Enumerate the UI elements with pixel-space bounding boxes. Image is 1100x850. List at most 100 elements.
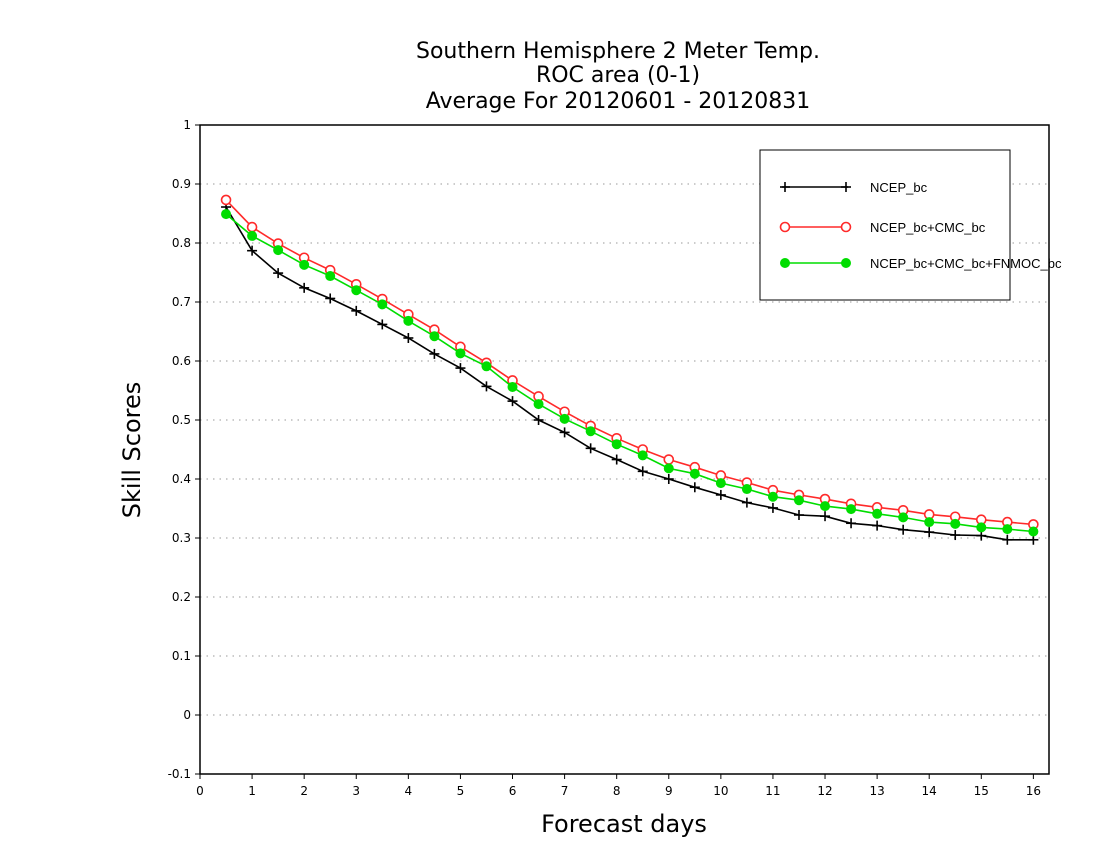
data-point: [976, 522, 987, 533]
data-point: [507, 396, 518, 407]
x-tick-label: 0: [196, 784, 204, 798]
data-point: [689, 468, 700, 479]
data-point: [403, 332, 414, 343]
data-point: [429, 331, 440, 342]
data-point: [611, 454, 622, 465]
x-tick-label: 6: [509, 784, 517, 798]
data-point: [403, 315, 414, 326]
legend-marker: [841, 182, 851, 192]
data-point: [559, 413, 570, 424]
x-tick-label: 14: [922, 784, 937, 798]
x-tick-label: 1: [248, 784, 256, 798]
x-tick-label: 13: [869, 784, 884, 798]
data-point: [246, 221, 258, 233]
y-tick-label: 0.6: [172, 354, 191, 368]
y-tick-label: 0.1: [172, 649, 191, 663]
data-point: [299, 259, 310, 270]
y-axis-label: Skill Scores: [118, 382, 146, 519]
data-point: [481, 361, 492, 372]
data-point: [1028, 526, 1039, 537]
data-point: [663, 454, 675, 465]
data-point: [715, 489, 726, 500]
data-point: [220, 194, 232, 206]
data-point: [898, 512, 909, 523]
x-tick-label: 5: [457, 784, 465, 798]
chart-title-line-2: ROC area (0-1): [536, 63, 700, 88]
data-point: [351, 305, 362, 316]
data-point: [377, 299, 388, 310]
data-point: [481, 381, 492, 392]
data-point: [429, 348, 440, 359]
data-point: [741, 497, 752, 508]
legend-marker: [780, 182, 790, 192]
legend-marker: [780, 258, 790, 268]
axis-ticks: -0.100.10.20.30.40.50.60.70.80.910 1 2 3 4 5 6…: [168, 118, 1041, 798]
data-point: [533, 415, 544, 425]
data-point: [767, 491, 778, 502]
data-point: [533, 399, 544, 410]
data-point: [325, 293, 336, 304]
x-tick-label: 4: [405, 784, 413, 798]
x-tick-label: 3: [352, 784, 360, 798]
x-tick-label: 16: [1026, 784, 1041, 798]
data-point: [559, 427, 570, 438]
data-point: [611, 439, 622, 450]
y-tick-label: 0.9: [172, 177, 191, 191]
data-point: [924, 517, 935, 528]
data-point: [637, 466, 648, 477]
x-tick-label: 8: [613, 784, 621, 798]
legend-item: NCEP_bc: [780, 180, 928, 195]
data-point: [872, 520, 883, 531]
data-point: [377, 319, 388, 330]
data-point: [767, 502, 778, 513]
legend-label: NCEP_bc+CMC_bc: [870, 220, 986, 235]
data-point: [820, 501, 831, 512]
data-point: [351, 285, 362, 296]
legend-item: NCEP_bc+CMC_bc: [779, 220, 986, 235]
data-point: [585, 443, 596, 454]
x-tick-label: 9: [665, 784, 673, 798]
data-point: [221, 209, 232, 220]
chart-title-line-3: Average For 20120601 - 20120831: [426, 89, 811, 114]
y-tick-label: 0.7: [172, 295, 191, 309]
x-tick-label: 10: [713, 784, 728, 798]
legend-marker: [840, 221, 852, 233]
data-point: [820, 511, 831, 522]
data-point: [585, 426, 596, 437]
data-point: [1002, 534, 1013, 545]
data-point: [273, 268, 284, 279]
x-tick-label: 7: [561, 784, 569, 798]
y-tick-label: 0.3: [172, 531, 191, 545]
y-tick-label: 0: [183, 708, 191, 722]
data-series: [220, 194, 1039, 545]
data-point: [950, 518, 961, 529]
legend-label: NCEP_bc: [870, 180, 928, 195]
chart-title: Southern Hemisphere 2 Meter Temp. ROC ar…: [416, 39, 820, 114]
data-point: [663, 463, 674, 474]
y-tick-label: 1: [183, 118, 191, 132]
data-point: [689, 482, 700, 493]
y-tick-label: -0.1: [168, 767, 191, 781]
legend-item: NCEP_bc+CMC_bc+FNMOC_bc: [780, 256, 1062, 271]
data-point: [299, 282, 310, 293]
legend: NCEP_bc NCEP_bc+CMC_bc NCEP_bc+CMC_bc+FNMO…: [759, 149, 1062, 301]
y-tick-label: 0.2: [172, 590, 191, 604]
data-point: [273, 245, 284, 256]
data-point: [924, 527, 935, 538]
x-tick-label: 12: [817, 784, 832, 798]
plot-frame: [199, 124, 1050, 775]
data-point: [247, 230, 258, 241]
data-point: [663, 474, 674, 484]
legend-marker: [841, 258, 851, 268]
data-point: [507, 381, 518, 392]
x-tick-label: 11: [765, 784, 780, 798]
data-point: [247, 245, 258, 256]
series-1: [221, 202, 1039, 545]
x-tick-label: 2: [300, 784, 308, 798]
data-point: [898, 524, 909, 535]
data-point: [872, 508, 883, 519]
y-tick-label: 0.5: [172, 413, 191, 427]
x-tick-label: 15: [974, 784, 989, 798]
y-tick-label: 0.8: [172, 236, 191, 250]
